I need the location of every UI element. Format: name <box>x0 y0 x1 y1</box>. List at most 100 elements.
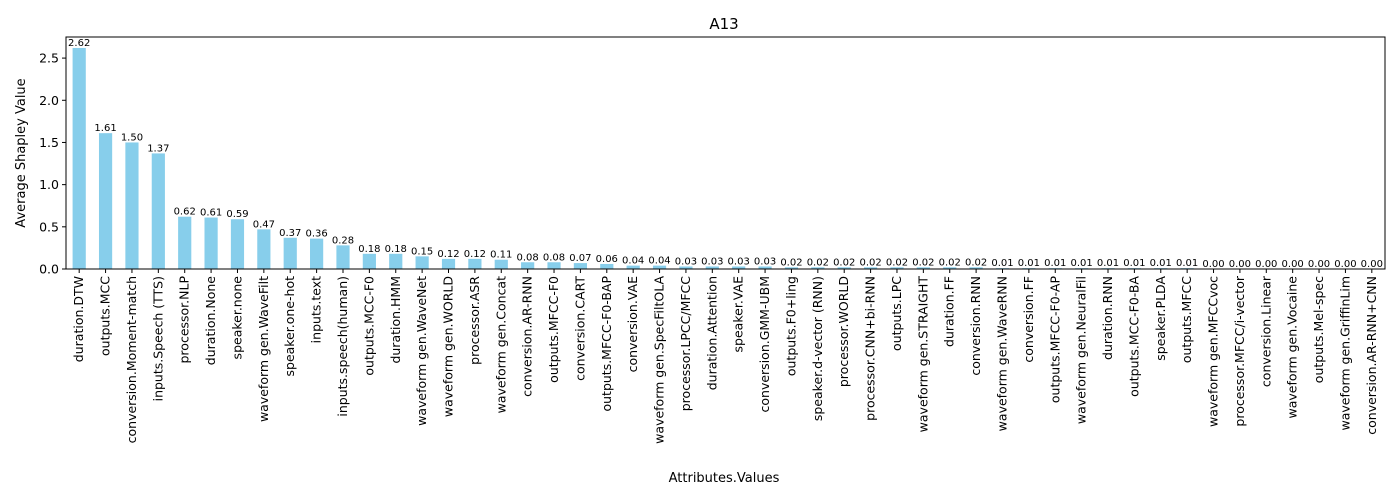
x-tick-label: speaker.one-hot <box>282 276 297 377</box>
x-tick-label: processor.CNN+bi-RNN <box>863 276 878 421</box>
bars-group <box>72 47 1194 270</box>
bar <box>310 238 324 269</box>
x-tick-label: waveform gen.NeuralFil <box>1074 276 1089 424</box>
bar <box>204 217 218 269</box>
y-tick-label: 2.5 <box>39 51 59 66</box>
x-tick-label: conversion.AR-RNN <box>520 276 535 397</box>
bar <box>547 262 561 269</box>
data-label: 0.06 <box>596 254 618 265</box>
x-tick-label: inputs.text <box>309 276 324 343</box>
x-tick-label: outputs.MFCC-F0 <box>546 276 561 383</box>
data-label: 0.02 <box>965 257 987 268</box>
data-label: 0.02 <box>807 257 829 268</box>
x-tick-label: waveform gen.STRAIGHT <box>915 276 930 433</box>
data-label: 0.02 <box>833 257 855 268</box>
data-label: 0.59 <box>226 209 248 220</box>
x-tick-label: waveform gen.WORLD <box>441 276 456 417</box>
bar <box>705 266 719 269</box>
data-label: 0.12 <box>464 249 486 260</box>
y-axis: 0.0 0.5 1.0 1.5 2.0 2.5 <box>39 51 66 277</box>
bar <box>468 258 482 269</box>
data-label: 0.11 <box>490 250 512 261</box>
data-label: 0.00 <box>1229 259 1251 270</box>
x-tick-label: speaker.VAE <box>731 276 746 353</box>
data-label: 0.01 <box>1123 258 1145 269</box>
data-label: 0.02 <box>859 257 881 268</box>
data-label: 0.36 <box>305 229 327 240</box>
data-label: 0.15 <box>411 246 433 257</box>
data-label: 0.61 <box>200 208 222 219</box>
x-tick-label: conversion.FF <box>1021 276 1036 363</box>
bar <box>863 267 878 269</box>
x-tick-label: outputs.MCC-F0 <box>361 276 376 376</box>
data-label: 1.61 <box>94 123 116 134</box>
data-label: 0.03 <box>728 256 750 267</box>
bar <box>811 267 825 269</box>
x-tick-label: conversion.VAE <box>625 276 640 373</box>
data-label: 0.01 <box>1176 258 1198 269</box>
x-tick-label: waveform gen.Vocaine <box>1285 276 1300 419</box>
data-label: 0.01 <box>1018 258 1040 269</box>
plot-frame <box>65 36 1386 270</box>
x-tick-label: outputs.MFCC-F0-BAP <box>599 276 614 412</box>
x-tick-label: processor.LPCC/MFCC <box>678 276 693 412</box>
x-axis: duration.DTW outputs.MCC conversion.Moment… <box>71 269 1379 444</box>
x-tick-label: outputs.MCC <box>98 276 113 356</box>
bar <box>362 253 376 269</box>
x-tick-label: conversion.AR-RNN+CNN <box>1364 276 1379 435</box>
x-tick-label: conversion.CART <box>572 276 587 381</box>
data-label: 0.12 <box>437 249 459 260</box>
data-label: 0.01 <box>991 258 1013 269</box>
bar <box>415 256 429 269</box>
data-label: 0.37 <box>279 228 301 239</box>
x-tick-label: conversion.Moment-match <box>124 276 139 443</box>
bar <box>784 267 799 269</box>
data-label: 0.00 <box>1361 259 1383 270</box>
data-label: 0.47 <box>253 219 275 230</box>
data-label: 0.03 <box>675 256 697 267</box>
data-labels-group: 2.62 1.61 1.50 1.37 0.62 0.61 0.59 0.47 0.37 0.36… <box>68 38 1383 270</box>
bar <box>283 237 297 269</box>
data-label: 2.62 <box>68 38 90 49</box>
bar <box>943 267 957 269</box>
bar <box>494 259 508 269</box>
x-tick-label: outputs.MFCC-F0-AP <box>1047 276 1062 404</box>
data-label: 0.01 <box>1097 258 1119 269</box>
bar <box>521 262 535 269</box>
data-label: 1.50 <box>121 132 143 143</box>
x-tick-label: duration.FF <box>942 276 957 347</box>
x-tick-label: duration.Attention <box>704 276 719 390</box>
bar <box>890 267 904 269</box>
y-tick-label: 0.5 <box>39 219 59 234</box>
data-label: 0.00 <box>1255 259 1277 270</box>
bar <box>837 267 851 269</box>
bar <box>441 258 456 269</box>
bar <box>125 142 139 269</box>
x-tick-label: conversion.Linear <box>1258 275 1273 387</box>
bar <box>151 153 165 269</box>
data-label: 0.03 <box>754 256 776 267</box>
bar <box>336 245 350 269</box>
x-tick-label: waveform gen.Concat <box>493 276 508 413</box>
x-tick-label: inputs.speech(human) <box>335 276 350 417</box>
x-tick-label: outputs.LPC <box>889 276 904 351</box>
data-label: 0.00 <box>1282 259 1304 270</box>
bar <box>732 266 746 269</box>
data-label: 0.18 <box>358 244 380 255</box>
data-label: 0.04 <box>648 256 670 267</box>
bar <box>573 263 588 269</box>
x-axis-label: Attributes.Values <box>669 471 780 486</box>
x-tick-label: outputs.MCC-F0-BA <box>1126 276 1141 397</box>
bar <box>257 229 271 269</box>
x-tick-label: processor.MFCC/i-vector <box>1232 275 1247 426</box>
data-label: 0.08 <box>543 252 565 263</box>
x-tick-label: outputs.F0+ling <box>783 276 798 376</box>
y-tick-label: 1.5 <box>39 135 59 150</box>
data-label: 0.02 <box>780 257 802 268</box>
data-label: 0.00 <box>1308 259 1330 270</box>
y-tick-label: 0.0 <box>39 262 59 277</box>
x-tick-label: speaker.PLDA <box>1153 276 1168 361</box>
x-tick-label: waveform gen.GriffinLim <box>1337 276 1352 431</box>
x-tick-label: waveform gen.WaveRNN <box>994 276 1009 431</box>
data-label: 0.18 <box>385 244 407 255</box>
